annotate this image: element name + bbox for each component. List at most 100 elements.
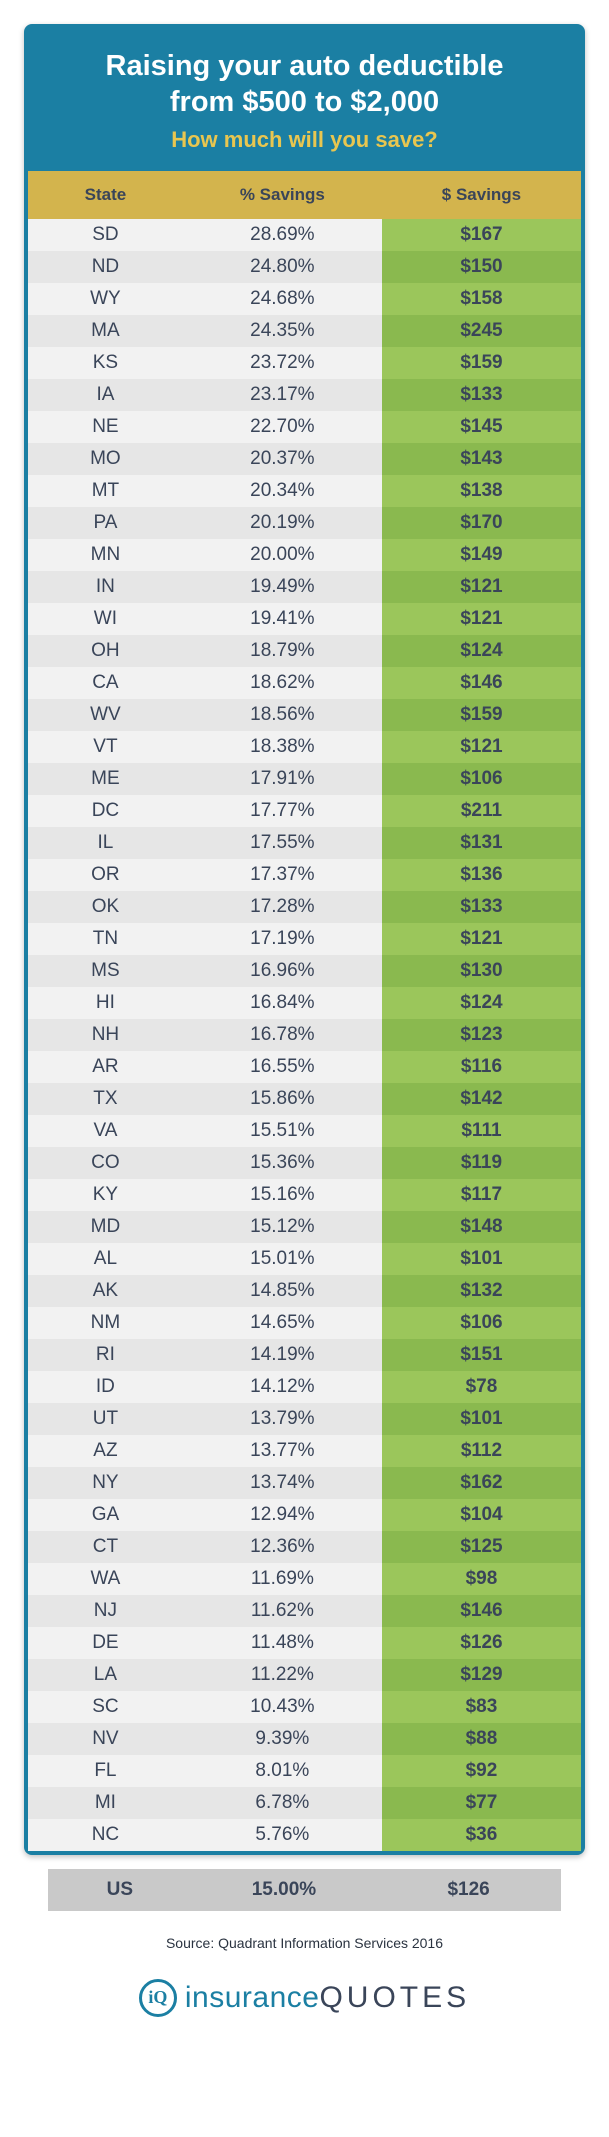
cell-dollars: $126	[382, 1627, 581, 1659]
cell-pct: 10.43%	[183, 1691, 382, 1723]
cell-pct: 18.56%	[183, 699, 382, 731]
cell-pct: 17.28%	[183, 891, 382, 923]
table-row: OH18.79%$124	[28, 635, 581, 667]
table-row: TX15.86%$142	[28, 1083, 581, 1115]
table-row: DC17.77%$211	[28, 795, 581, 827]
table-row: MO20.37%$143	[28, 443, 581, 475]
cell-dollars: $36	[382, 1819, 581, 1851]
cell-dollars: $101	[382, 1403, 581, 1435]
cell-pct: 13.77%	[183, 1435, 382, 1467]
cell-state: CT	[28, 1531, 183, 1563]
table-row: SD28.69%$167	[28, 219, 581, 251]
cell-dollars: $145	[382, 411, 581, 443]
cell-state: MD	[28, 1211, 183, 1243]
cell-dollars: $98	[382, 1563, 581, 1595]
cell-pct: 19.49%	[183, 571, 382, 603]
cell-dollars: $121	[382, 571, 581, 603]
cell-dollars: $111	[382, 1115, 581, 1147]
cell-pct: 5.76%	[183, 1819, 382, 1851]
table-row: PA20.19%$170	[28, 507, 581, 539]
cell-dollars: $131	[382, 827, 581, 859]
cell-pct: 15.51%	[183, 1115, 382, 1147]
cell-dollars: $101	[382, 1243, 581, 1275]
cell-pct: 20.19%	[183, 507, 382, 539]
table-row: WY24.68%$158	[28, 283, 581, 315]
cell-pct: 15.12%	[183, 1211, 382, 1243]
cell-pct: 15.01%	[183, 1243, 382, 1275]
table-row: OR17.37%$136	[28, 859, 581, 891]
title: Raising your auto deductible from $500 t…	[44, 48, 565, 121]
cell-state: DE	[28, 1627, 183, 1659]
cell-dollars: $104	[382, 1499, 581, 1531]
table-row: OK17.28%$133	[28, 891, 581, 923]
cell-pct: 17.91%	[183, 763, 382, 795]
cell-state: IN	[28, 571, 183, 603]
cell-state: ME	[28, 763, 183, 795]
cell-state: MI	[28, 1787, 183, 1819]
cell-dollars: $211	[382, 795, 581, 827]
cell-state: DC	[28, 795, 183, 827]
cell-dollars: $167	[382, 219, 581, 251]
cell-state: MT	[28, 475, 183, 507]
cell-pct: 14.19%	[183, 1339, 382, 1371]
table-row: SC10.43%$83	[28, 1691, 581, 1723]
cell-pct: 18.62%	[183, 667, 382, 699]
cell-dollars: $112	[382, 1435, 581, 1467]
cell-dollars: $78	[382, 1371, 581, 1403]
table-row: VT18.38%$121	[28, 731, 581, 763]
cell-dollars: $124	[382, 987, 581, 1019]
subtitle: How much will you save?	[44, 127, 565, 153]
us-summary-row: US 15.00% $126	[48, 1869, 561, 1911]
cell-state: PA	[28, 507, 183, 539]
cell-dollars: $159	[382, 347, 581, 379]
table-row: AL15.01%$101	[28, 1243, 581, 1275]
header: Raising your auto deductible from $500 t…	[28, 28, 581, 171]
table-row: VA15.51%$111	[28, 1115, 581, 1147]
cell-state: HI	[28, 987, 183, 1019]
cell-state: CA	[28, 667, 183, 699]
cell-pct: 20.37%	[183, 443, 382, 475]
col-dollar-savings: $ Savings	[382, 171, 581, 219]
cell-pct: 16.84%	[183, 987, 382, 1019]
cell-pct: 20.00%	[183, 539, 382, 571]
brand-word-1: insurance	[185, 1981, 320, 2014]
cell-state: VT	[28, 731, 183, 763]
cell-state: ND	[28, 251, 183, 283]
table-row: WV18.56%$159	[28, 699, 581, 731]
cell-state: RI	[28, 1339, 183, 1371]
cell-pct: 16.96%	[183, 955, 382, 987]
cell-pct: 12.94%	[183, 1499, 382, 1531]
cell-dollars: $170	[382, 507, 581, 539]
cell-pct: 24.35%	[183, 315, 382, 347]
cell-pct: 20.34%	[183, 475, 382, 507]
cell-pct: 15.16%	[183, 1179, 382, 1211]
table-row: ME17.91%$106	[28, 763, 581, 795]
cell-pct: 16.55%	[183, 1051, 382, 1083]
cell-state: AL	[28, 1243, 183, 1275]
table-row: NH16.78%$123	[28, 1019, 581, 1051]
cell-state: NJ	[28, 1595, 183, 1627]
cell-pct: 15.86%	[183, 1083, 382, 1115]
col-state: State	[28, 171, 183, 219]
col-pct-savings: % Savings	[183, 171, 382, 219]
cell-pct: 13.79%	[183, 1403, 382, 1435]
cell-state: UT	[28, 1403, 183, 1435]
us-pct: 15.00%	[192, 1869, 377, 1911]
cell-dollars: $159	[382, 699, 581, 731]
table-row: MI6.78%$77	[28, 1787, 581, 1819]
cell-dollars: $124	[382, 635, 581, 667]
table-row: FL8.01%$92	[28, 1755, 581, 1787]
cell-dollars: $158	[382, 283, 581, 315]
table-row: NY13.74%$162	[28, 1467, 581, 1499]
table-row: IL17.55%$131	[28, 827, 581, 859]
cell-state: OK	[28, 891, 183, 923]
cell-state: WY	[28, 283, 183, 315]
cell-pct: 18.38%	[183, 731, 382, 763]
cell-state: OH	[28, 635, 183, 667]
cell-dollars: $162	[382, 1467, 581, 1499]
cell-pct: 8.01%	[183, 1755, 382, 1787]
cell-state: MS	[28, 955, 183, 987]
table-row: AK14.85%$132	[28, 1275, 581, 1307]
cell-dollars: $121	[382, 603, 581, 635]
table-row: NV9.39%$88	[28, 1723, 581, 1755]
